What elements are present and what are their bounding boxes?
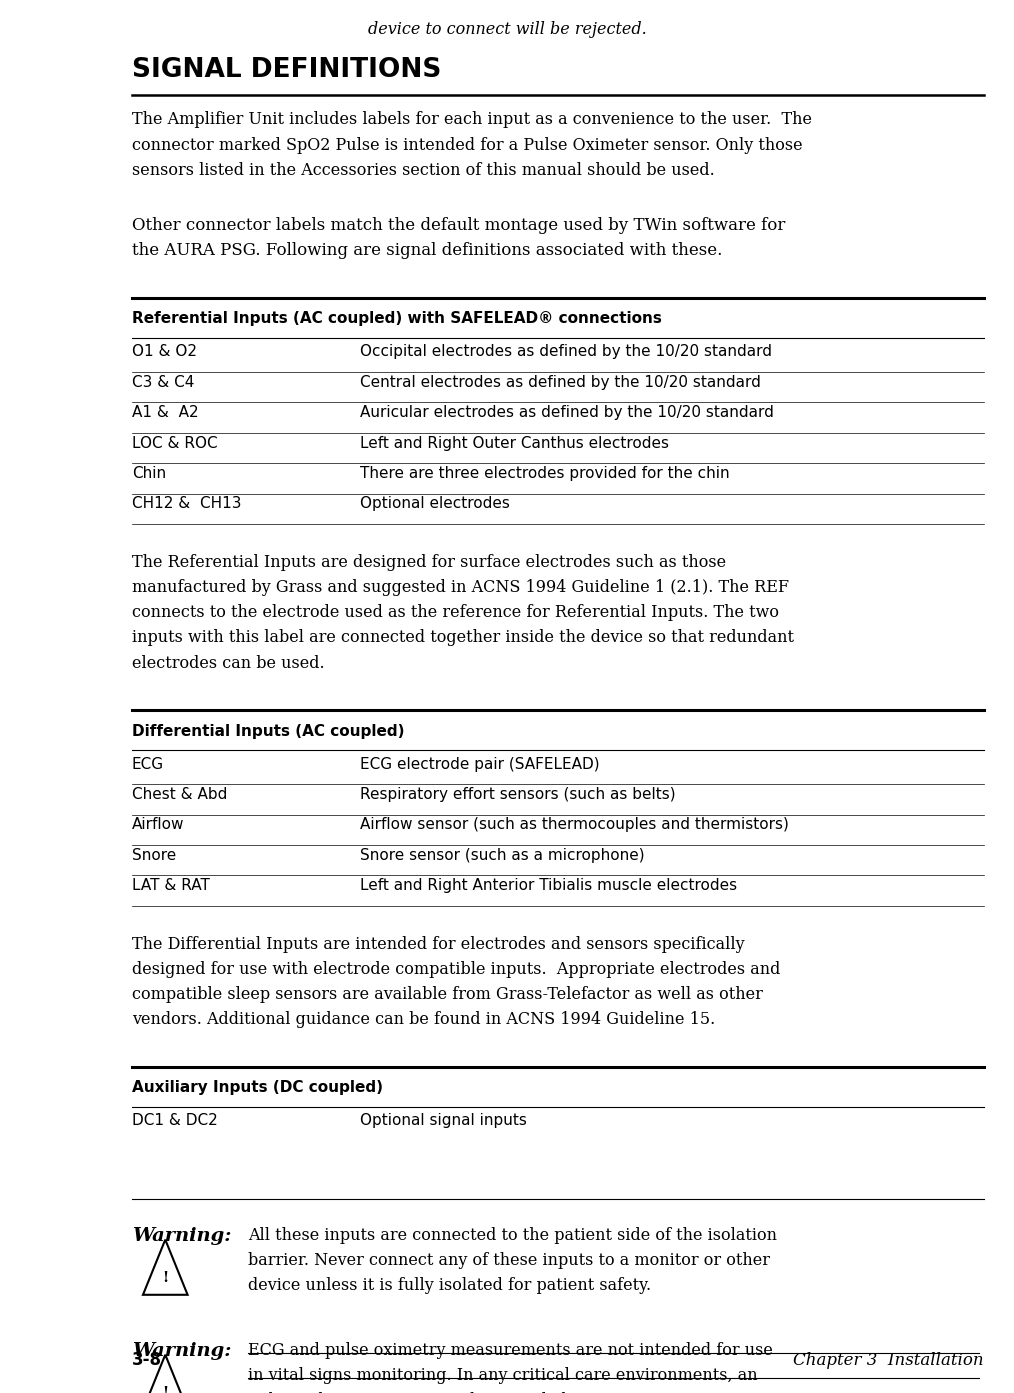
Text: O1 & O2: O1 & O2 [132,344,197,359]
Text: ECG electrode pair (SAFELEAD): ECG electrode pair (SAFELEAD) [360,756,599,772]
Text: LAT & RAT: LAT & RAT [132,878,210,893]
Text: designed for use with electrode compatible inputs.  Appropriate electrodes and: designed for use with electrode compatib… [132,961,780,978]
Text: inputs with this label are connected together inside the device so that redundan: inputs with this label are connected tog… [132,630,794,646]
Text: compatible sleep sensors are available from Grass-Telefactor as well as other: compatible sleep sensors are available f… [132,986,763,1003]
Text: connector marked SpO2 Pulse is intended for a Pulse Oximeter sensor. Only those: connector marked SpO2 Pulse is intended … [132,137,802,153]
Text: Snore: Snore [132,848,176,862]
Text: Respiratory effort sensors (such as belts): Respiratory effort sensors (such as belt… [360,787,675,802]
Text: Airflow: Airflow [132,818,185,833]
Text: ECG and pulse oximetry measurements are not intended for use: ECG and pulse oximetry measurements are … [248,1341,774,1358]
Text: C3 & C4: C3 & C4 [132,375,195,390]
Text: DC1 & DC2: DC1 & DC2 [132,1113,218,1128]
Text: Chest & Abd: Chest & Abd [132,787,227,802]
Text: device to connect will be rejected.: device to connect will be rejected. [368,21,646,38]
Text: the AURA PSG. Following are signal definitions associated with these.: the AURA PSG. Following are signal defin… [132,242,722,259]
Text: Optional signal inputs: Optional signal inputs [360,1113,527,1128]
Text: Warning:: Warning: [132,1227,231,1244]
Text: The Referential Inputs are designed for surface electrodes such as those: The Referential Inputs are designed for … [132,554,726,571]
Text: ECG: ECG [132,756,164,772]
Text: Auricular electrodes as defined by the 10/20 standard: Auricular electrodes as defined by the 1… [360,405,774,421]
Text: Referential Inputs (AC coupled) with SAFELEAD® connections: Referential Inputs (AC coupled) with SAF… [132,312,662,326]
Text: CH12 &  CH13: CH12 & CH13 [132,496,241,511]
Text: A1 &  A2: A1 & A2 [132,405,199,421]
Text: manufactured by Grass and suggested in ACNS 1994 Guideline 1 (2.1). The REF: manufactured by Grass and suggested in A… [132,579,789,596]
Text: Left and Right Anterior Tibialis muscle electrodes: Left and Right Anterior Tibialis muscle … [360,878,737,893]
Text: sensors listed in the Accessories section of this manual should be used.: sensors listed in the Accessories sectio… [132,162,715,178]
Text: device unless it is fully isolated for patient safety.: device unless it is fully isolated for p… [248,1277,652,1294]
Text: Central electrodes as defined by the 10/20 standard: Central electrodes as defined by the 10/… [360,375,760,390]
Text: Occipital electrodes as defined by the 10/20 standard: Occipital electrodes as defined by the 1… [360,344,772,359]
Text: Snore sensor (such as a microphone): Snore sensor (such as a microphone) [360,848,645,862]
Text: Airflow sensor (such as thermocouples and thermistors): Airflow sensor (such as thermocouples an… [360,818,789,833]
Text: in vital signs monitoring. In any critical care environments, an: in vital signs monitoring. In any critic… [248,1367,758,1383]
Text: Left and Right Outer Canthus electrodes: Left and Right Outer Canthus electrodes [360,436,669,450]
Text: connects to the electrode used as the reference for Referential Inputs. The two: connects to the electrode used as the re… [132,605,779,621]
Text: Warning:: Warning: [132,1341,231,1360]
Text: Other connector labels match the default montage used by TWin software for: Other connector labels match the default… [132,217,785,234]
Text: The Amplifier Unit includes labels for each input as a convenience to the user. : The Amplifier Unit includes labels for e… [132,111,812,128]
Text: The Differential Inputs are intended for electrodes and sensors specifically: The Differential Inputs are intended for… [132,936,744,953]
Text: !: ! [162,1386,168,1393]
Text: Differential Inputs (AC coupled): Differential Inputs (AC coupled) [132,724,405,738]
Text: electrodes can be used.: electrodes can be used. [132,655,324,671]
Text: Optional electrodes: Optional electrodes [360,496,510,511]
Text: vendors. Additional guidance can be found in ACNS 1994 Guideline 15.: vendors. Additional guidance can be foun… [132,1011,715,1028]
Text: All these inputs are connected to the patient side of the isolation: All these inputs are connected to the pa… [248,1227,778,1244]
Text: Chin: Chin [132,467,166,481]
Text: !: ! [162,1270,168,1284]
Text: LOC & ROC: LOC & ROC [132,436,217,450]
Text: Auxiliary Inputs (DC coupled): Auxiliary Inputs (DC coupled) [132,1081,383,1095]
Text: barrier. Never connect any of these inputs to a monitor or other: barrier. Never connect any of these inpu… [248,1252,771,1269]
Text: Chapter 3  Installation: Chapter 3 Installation [793,1353,984,1369]
Text: There are three electrodes provided for the chin: There are three electrodes provided for … [360,467,730,481]
Text: 3-8: 3-8 [132,1351,162,1369]
Text: SIGNAL DEFINITIONS: SIGNAL DEFINITIONS [132,57,441,84]
